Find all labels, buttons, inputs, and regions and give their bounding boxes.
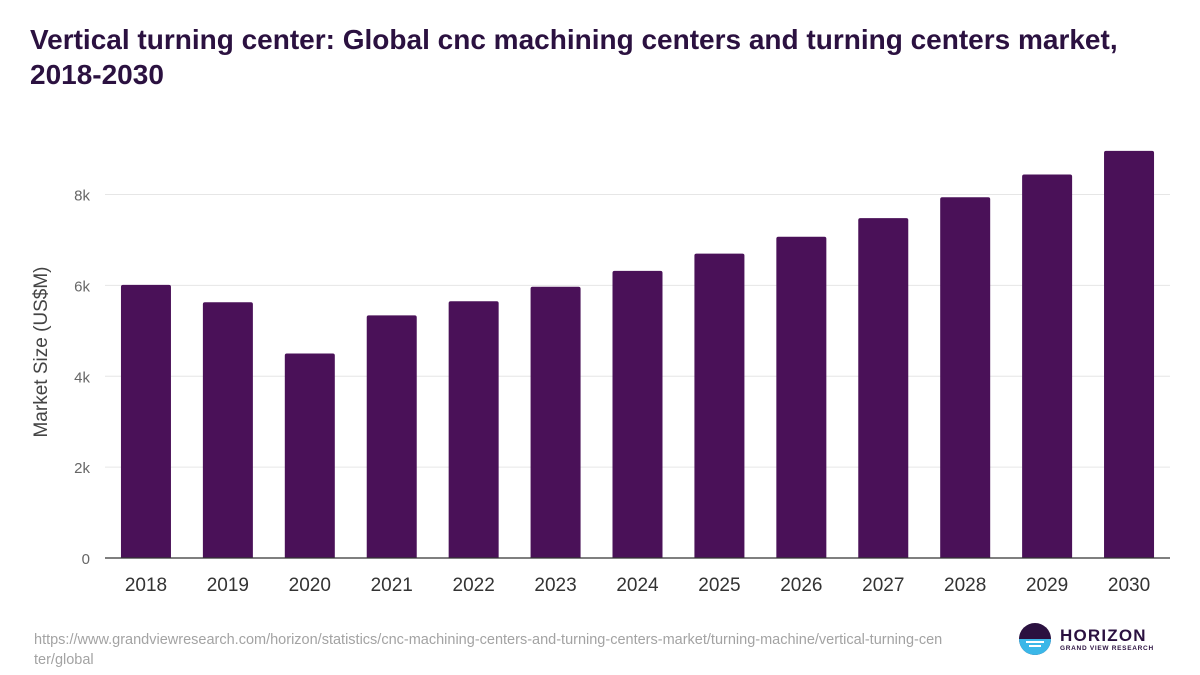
y-tick-label: 8k [74, 188, 90, 205]
bar [1104, 150, 1155, 558]
x-tick-label: 2020 [289, 575, 331, 596]
x-tick-label: 2027 [862, 575, 904, 596]
y-tick-label: 4k [74, 369, 90, 386]
x-tick-label: 2026 [780, 575, 822, 596]
x-tick-label: 2018 [125, 575, 167, 596]
x-tick-label: 2029 [1026, 575, 1068, 596]
horizon-logo: HORIZON GRAND VIEW RESEARCH [1018, 622, 1158, 658]
x-tick-label: 2024 [616, 575, 659, 596]
bar [694, 253, 745, 558]
horizon-logo-icon [1019, 623, 1051, 655]
bar [1022, 174, 1073, 558]
y-axis-label: Market Size (US$M) [31, 266, 52, 437]
x-tick-label: 2021 [371, 575, 413, 596]
bar [120, 284, 171, 558]
x-tick-label: 2030 [1108, 575, 1150, 596]
bar [940, 197, 991, 558]
x-tick-label: 2019 [207, 575, 249, 596]
bar [366, 315, 417, 558]
bar [284, 353, 335, 558]
bar [530, 286, 581, 558]
x-tick-label: 2028 [944, 575, 986, 596]
bar-chart: 0 2k 4k 6k 8k Market Size (US$M) 2018 2019 2020 2… [31, 150, 1170, 596]
x-tick-label: 2022 [453, 575, 495, 596]
y-tick-label: 0 [82, 551, 90, 568]
y-tick-label: 6k [74, 278, 90, 295]
x-tick-label: 2025 [698, 575, 740, 596]
logo-name: HORIZON [1060, 626, 1147, 645]
bar [202, 302, 253, 558]
y-tick-label: 2k [74, 460, 90, 477]
bar [776, 236, 827, 558]
x-tick-label: 2023 [534, 575, 576, 596]
source-url[interactable]: https://www.grandviewresearch.com/horizo… [34, 632, 943, 668]
logo-subtitle: GRAND VIEW RESEARCH [1060, 645, 1154, 652]
bar [448, 301, 499, 558]
chart-title: Vertical turning center: Global cnc mach… [30, 24, 1118, 90]
bar [612, 270, 663, 558]
bar [858, 218, 909, 558]
